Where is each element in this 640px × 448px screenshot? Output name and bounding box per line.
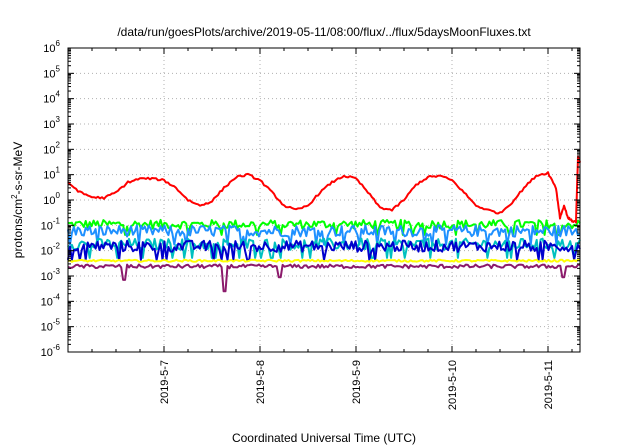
y-tick-base: 10: [43, 94, 55, 106]
y-tick-exponent: -5: [53, 318, 61, 327]
y-axis-label-sup: 2: [10, 194, 19, 199]
x-tick-label: 2019-5-9: [351, 360, 363, 404]
y-tick-base: 10: [43, 119, 55, 131]
y-tick-base: 10: [41, 347, 53, 359]
y-tick-exponent: -6: [53, 343, 61, 352]
y-tick-label: 105: [43, 64, 60, 80]
y-tick-base: 10: [43, 68, 55, 80]
series-line-5: [67, 239, 581, 261]
y-tick-label: 101: [43, 166, 60, 182]
x-axis-label: Coordinated Universal Time (UTC): [232, 431, 416, 445]
y-tick-label: 10-1: [41, 216, 61, 232]
y-tick-label: 104: [43, 90, 60, 106]
y-tick-exponent: 0: [56, 191, 61, 200]
y-tick-label: 10-4: [41, 292, 61, 308]
y-tick-label: 106: [43, 39, 60, 55]
y-tick-label: 10-2: [41, 242, 61, 258]
y-axis-label-post: -s-sr-MeV: [11, 142, 25, 195]
series-line-3: [67, 224, 581, 246]
x-tick-label: 2019-5-10: [447, 360, 459, 410]
series-line-2: [67, 218, 581, 236]
y-tick-exponent: 4: [56, 90, 61, 99]
y-tick-exponent: -2: [53, 242, 61, 251]
x-tick-label: 2019-5-8: [255, 360, 267, 404]
y-tick-label: 10-6: [41, 343, 61, 359]
y-tick-exponent: 6: [56, 39, 61, 48]
y-tick-base: 10: [41, 271, 53, 283]
y-tick-label: 10-5: [41, 318, 61, 334]
y-tick-label: 103: [43, 115, 60, 131]
x-grid: [163, 48, 549, 352]
y-tick-base: 10: [41, 246, 53, 258]
series-line-1: [67, 155, 581, 224]
y-tick-exponent: 5: [56, 64, 61, 73]
series-line-6: [67, 258, 581, 263]
y-tick-base: 10: [41, 322, 53, 334]
y-tick-base: 10: [43, 144, 55, 156]
series-line-4: [67, 237, 581, 259]
y-tick-exponent: 2: [56, 140, 61, 149]
chart-title: /data/run/goesPlots/archive/2019-05-11/0…: [117, 25, 531, 39]
y-axis-label-pre: protons/cm: [11, 199, 25, 258]
y-tick-exponent: -3: [53, 267, 61, 276]
y-tick-base: 10: [43, 43, 55, 55]
y-tick-exponent: -4: [53, 292, 61, 301]
y-tick-label: 100: [43, 191, 60, 207]
y-axis-label: protons/cm2-s-sr-MeV: [10, 142, 25, 258]
series-line-7: [67, 263, 581, 293]
y-tick-exponent: 1: [56, 166, 61, 175]
y-tick-base: 10: [43, 195, 55, 207]
y-tick-base: 10: [41, 220, 53, 232]
x-ticks: 2019-5-7 2019-5-8 2019-5-9 2019-5-10 2019-5-…: [67, 48, 573, 410]
y-ticks: 10-610-510-410-310-210-11001011021031041…: [41, 39, 580, 359]
y-grid: [68, 72, 580, 328]
y-tick-base: 10: [41, 296, 53, 308]
y-tick-exponent: -1: [53, 216, 61, 225]
y-tick-label: 10-3: [41, 267, 61, 283]
x-tick-label: 2019-5-7: [159, 360, 171, 404]
y-tick-label: 102: [43, 140, 60, 156]
y-tick-exponent: 3: [56, 115, 61, 124]
y-tick-base: 10: [43, 170, 55, 182]
x-tick-label: 2019-5-11: [543, 360, 555, 409]
plot-series: [67, 155, 581, 293]
